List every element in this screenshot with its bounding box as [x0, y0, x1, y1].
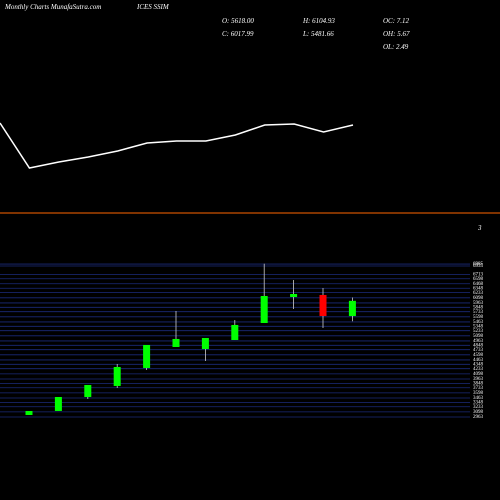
candle-body — [319, 294, 327, 317]
y-tick-label: 6935 — [473, 264, 484, 269]
symbol: ICES SSIM — [136, 3, 170, 11]
open-stat: O: 5618.00 — [222, 17, 254, 25]
y-tick-label: 3463 — [473, 396, 484, 401]
y-tick-label: 4598 — [473, 353, 484, 358]
y-tick-label: 3848 — [473, 381, 484, 386]
high-stat: H: 6104.93 — [302, 17, 335, 25]
y-tick-label: 4233 — [473, 367, 484, 372]
y-tick-label: 3098 — [473, 410, 484, 415]
close-stat: C: 6017.99 — [222, 30, 254, 38]
candle-body — [84, 384, 92, 397]
candle-body — [290, 293, 298, 297]
candle-body — [260, 296, 268, 324]
candle-body — [25, 410, 33, 415]
candle-body — [201, 337, 209, 350]
oh-stat: OH: 5.67 — [383, 30, 410, 38]
y-tick-label: 4848 — [473, 343, 484, 348]
y-tick-label: 3733 — [473, 386, 484, 391]
y-tick-label: 5848 — [473, 305, 484, 310]
y-tick-label: 3963 — [473, 377, 484, 382]
candle-body — [348, 300, 356, 317]
ol-stat: OL: 2.49 — [383, 43, 409, 51]
y-tick-label: 5733 — [473, 310, 484, 315]
oc-stat: OC: 7.12 — [383, 17, 410, 25]
indicator-line — [0, 122, 354, 169]
candle-body — [54, 396, 62, 411]
y-tick-label: 4963 — [473, 339, 484, 344]
y-tick-label: 4733 — [473, 348, 484, 353]
y-tick-label: 3598 — [473, 391, 484, 396]
y-tick-label: 5348 — [473, 324, 484, 329]
y-tick-label: 2963 — [473, 415, 484, 420]
candle-body — [143, 344, 151, 368]
y-tick-label: 4098 — [473, 372, 484, 377]
y-tick-label: 5598 — [473, 315, 484, 320]
low-stat: L: 5481.66 — [302, 30, 334, 38]
y-tick-label: 4348 — [473, 362, 484, 367]
y-tick-label: 6985 — [473, 262, 484, 267]
candle-body — [172, 338, 180, 347]
annotation: 3 — [477, 224, 482, 232]
candle-body — [231, 324, 239, 340]
y-tick-label: 3233 — [473, 405, 484, 410]
y-tick-label: 5098 — [473, 334, 484, 339]
y-tick-label: 6713 — [473, 273, 484, 278]
y-tick-label: 5963 — [473, 301, 484, 306]
y-tick-label: 6598 — [473, 277, 484, 282]
y-tick-label: 6098 — [473, 296, 484, 301]
y-tick-label: 6468 — [473, 282, 484, 287]
y-tick-label: 4463 — [473, 358, 484, 363]
y-tick-label: 6233 — [473, 291, 484, 296]
y-tick-label: 3348 — [473, 400, 484, 405]
candle-body — [113, 366, 121, 386]
y-tick-label: 6348 — [473, 286, 484, 291]
y-tick-label: 5233 — [473, 329, 484, 334]
y-tick-label: 5463 — [473, 320, 484, 325]
site-title: Monthly Charts MunafaSutra.com — [4, 3, 101, 11]
